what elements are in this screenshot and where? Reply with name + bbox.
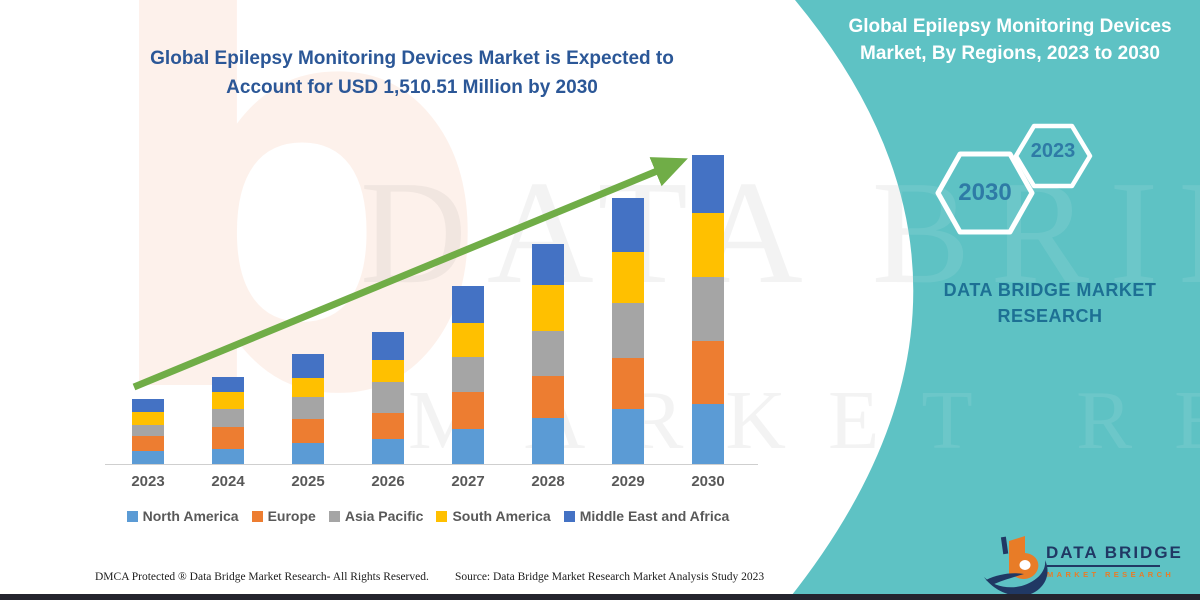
footer-dmca: DMCA Protected ® Data Bridge Market Rese… bbox=[95, 571, 429, 583]
legend-swatch-icon bbox=[563, 510, 575, 522]
legend-swatch-icon bbox=[328, 510, 340, 522]
bar-segment bbox=[132, 399, 164, 413]
bar-segment bbox=[372, 360, 404, 382]
hexagon-2030-label: 2030 bbox=[958, 179, 1012, 206]
logo-divider bbox=[1047, 565, 1160, 567]
legend-swatch-icon bbox=[436, 510, 448, 522]
bar-segment bbox=[292, 397, 324, 419]
bottom-dark-strip bbox=[0, 594, 1200, 600]
bar-segment bbox=[292, 418, 324, 444]
bar-segment bbox=[212, 426, 244, 449]
bar-segment bbox=[532, 243, 564, 286]
legend-label: Europe bbox=[267, 508, 316, 524]
bar-segment bbox=[612, 251, 644, 304]
bar-segment bbox=[292, 377, 324, 398]
bar-segment bbox=[292, 353, 324, 378]
legend-label: North America bbox=[142, 508, 239, 524]
bar-segment bbox=[372, 412, 404, 440]
bar-segment bbox=[212, 408, 244, 427]
right-panel-title: Global Epilepsy Monitoring Devices Marke… bbox=[848, 16, 1172, 64]
bar-segment bbox=[212, 448, 244, 464]
x-axis-line bbox=[105, 464, 758, 465]
x-axis-label: 2023 bbox=[131, 473, 165, 490]
bar-segment bbox=[372, 439, 404, 464]
legend-item: Middle East and Africa bbox=[563, 508, 730, 524]
bar-segment bbox=[452, 391, 484, 429]
logo-name: DATA BRIDGE bbox=[1046, 543, 1183, 562]
bar-segment bbox=[612, 358, 644, 410]
legend-swatch-icon bbox=[126, 510, 138, 522]
bar-segment bbox=[132, 424, 164, 437]
bar-segment bbox=[692, 276, 724, 341]
hexagon-2023-label: 2023 bbox=[1030, 140, 1076, 162]
legend-item: South America bbox=[436, 508, 551, 524]
x-axis-label: 2025 bbox=[291, 473, 325, 490]
legend-label: South America bbox=[452, 508, 551, 524]
bar-segment bbox=[372, 381, 404, 413]
bar-segment bbox=[612, 198, 644, 252]
bar-segment bbox=[452, 323, 484, 358]
bar-segment bbox=[212, 377, 244, 393]
bar-segment bbox=[452, 285, 484, 324]
bar-segment bbox=[692, 404, 724, 464]
legend-item: North America bbox=[126, 508, 239, 524]
x-axis-label: 2028 bbox=[531, 473, 565, 490]
logo-subtitle: MARKET RESEARCH bbox=[1047, 570, 1175, 579]
brand-text-line1: DATA BRIDGE MARKET bbox=[943, 280, 1157, 300]
bar-segment bbox=[532, 376, 564, 418]
bar-segment bbox=[132, 451, 164, 464]
x-axis-label: 2030 bbox=[691, 473, 725, 490]
bar-segment bbox=[132, 436, 164, 452]
x-axis-label: 2029 bbox=[611, 473, 645, 490]
bar-segment bbox=[132, 412, 164, 425]
chart-title: Global Epilepsy Monitoring Devices Marke… bbox=[150, 48, 674, 98]
legend-item: Asia Pacific bbox=[328, 508, 424, 524]
x-axis-label: 2024 bbox=[211, 473, 245, 490]
x-axis-label: 2026 bbox=[371, 473, 405, 490]
bar-segment bbox=[612, 303, 644, 359]
legend-swatch-icon bbox=[251, 510, 263, 522]
brand-text: DATA BRIDGE MARKET RESEARCH bbox=[928, 277, 1172, 329]
bar-segment bbox=[452, 429, 484, 464]
footer-source: Source: Data Bridge Market Research Mark… bbox=[455, 571, 765, 583]
bar-segment bbox=[372, 331, 404, 361]
bar-segment bbox=[532, 417, 564, 464]
chart-legend: North America Europe Asia Pacific South Ame… bbox=[88, 508, 768, 524]
bar-segment bbox=[692, 154, 724, 214]
bar-segment bbox=[532, 285, 564, 332]
bar-segment bbox=[532, 331, 564, 377]
bar-segment bbox=[212, 392, 244, 409]
bar-segment bbox=[612, 409, 644, 464]
bar-segment bbox=[292, 443, 324, 464]
legend-label: Middle East and Africa bbox=[579, 508, 730, 524]
x-axis-label: 2027 bbox=[451, 473, 485, 490]
bar-segment bbox=[692, 213, 724, 277]
bar-segment bbox=[452, 357, 484, 392]
legend-label: Asia Pacific bbox=[344, 508, 424, 524]
bar-segment bbox=[692, 340, 724, 405]
brand-text-line2: RESEARCH bbox=[997, 306, 1103, 326]
legend-item: Europe bbox=[251, 508, 316, 524]
